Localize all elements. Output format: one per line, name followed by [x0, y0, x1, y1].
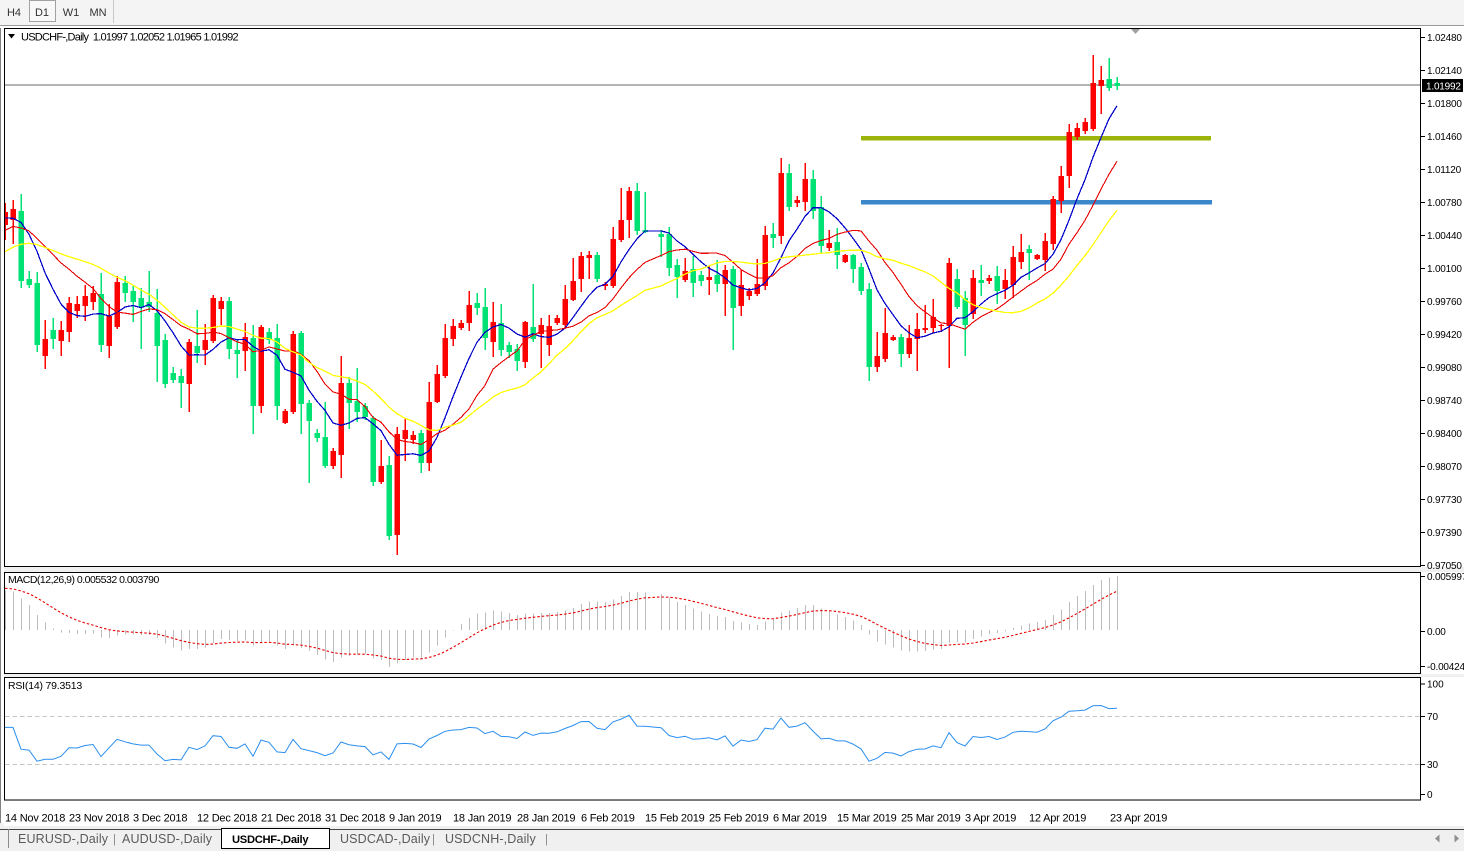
svg-text:0.98070: 0.98070 [1427, 462, 1462, 473]
svg-text:MACD(12,26,9) 0.005532 0.00379: MACD(12,26,9) 0.005532 0.003790 [8, 574, 160, 586]
svg-text:1.02140: 1.02140 [1427, 66, 1462, 77]
svg-text:21 Dec 2018: 21 Dec 2018 [261, 813, 321, 825]
svg-text:1.02480: 1.02480 [1427, 33, 1462, 44]
svg-text:70: 70 [1427, 712, 1439, 723]
svg-text:12 Dec 2018: 12 Dec 2018 [197, 813, 257, 825]
svg-text:0.98400: 0.98400 [1427, 429, 1462, 440]
svg-text:100: 100 [1427, 680, 1444, 691]
svg-text:H4: H4 [7, 7, 21, 19]
svg-text:RSI(14) 79.3513: RSI(14) 79.3513 [8, 680, 82, 692]
svg-text:USDCNH-,Daily: USDCNH-,Daily [445, 832, 536, 846]
svg-text:31 Dec 2018: 31 Dec 2018 [325, 813, 385, 825]
svg-text:15 Mar 2019: 15 Mar 2019 [837, 813, 897, 825]
svg-text:18 Jan 2019: 18 Jan 2019 [453, 813, 511, 825]
svg-text:D1: D1 [35, 7, 49, 19]
svg-text:1.00780: 1.00780 [1427, 198, 1462, 209]
svg-text:1.01460: 1.01460 [1427, 132, 1462, 143]
svg-text:0.00: 0.00 [1427, 627, 1446, 638]
svg-text:|: | [432, 834, 435, 846]
svg-text:0.97730: 0.97730 [1427, 495, 1462, 506]
svg-text:USDCHF-,Daily 1.01997 1.02052: USDCHF-,Daily 1.01997 1.02052 1.01965 1.… [21, 32, 238, 44]
svg-text:14 Nov 2018: 14 Nov 2018 [5, 813, 65, 825]
svg-text:USDCAD-,Daily: USDCAD-,Daily [340, 832, 431, 846]
svg-text:12 Apr 2019: 12 Apr 2019 [1029, 813, 1086, 825]
svg-text:23 Nov 2018: 23 Nov 2018 [69, 813, 129, 825]
svg-text:1.01120: 1.01120 [1427, 165, 1462, 176]
svg-text:0.99420: 0.99420 [1427, 330, 1462, 341]
svg-text:25 Feb 2019: 25 Feb 2019 [709, 813, 769, 825]
svg-text:0: 0 [1427, 790, 1433, 801]
svg-text:AUDUSD-,Daily: AUDUSD-,Daily [122, 832, 213, 846]
svg-text:28 Jan 2019: 28 Jan 2019 [517, 813, 575, 825]
svg-text:EURUSD-,Daily: EURUSD-,Daily [18, 832, 109, 846]
svg-text:1.01800: 1.01800 [1427, 99, 1462, 110]
svg-text:1.01992: 1.01992 [1426, 82, 1461, 93]
svg-text:30: 30 [1427, 760, 1439, 771]
svg-text:3 Apr 2019: 3 Apr 2019 [965, 813, 1016, 825]
svg-text:0.97050: 0.97050 [1427, 561, 1462, 572]
svg-text:USDCHF-,Daily: USDCHF-,Daily [232, 834, 309, 846]
svg-text:25 Mar 2019: 25 Mar 2019 [901, 813, 961, 825]
svg-text:3 Dec 2018: 3 Dec 2018 [133, 813, 187, 825]
svg-text:0.98740: 0.98740 [1427, 396, 1462, 407]
svg-text:0.005997: 0.005997 [1427, 572, 1464, 583]
svg-text:6 Feb 2019: 6 Feb 2019 [581, 813, 635, 825]
svg-text:23 Apr 2019: 23 Apr 2019 [1110, 813, 1167, 825]
svg-text:9 Jan 2019: 9 Jan 2019 [389, 813, 442, 825]
svg-text:-0.004244: -0.004244 [1427, 662, 1464, 673]
svg-text:|: | [545, 834, 548, 846]
svg-text:6 Mar 2019: 6 Mar 2019 [773, 813, 827, 825]
svg-text:|: | [113, 834, 116, 846]
svg-text:15 Feb 2019: 15 Feb 2019 [645, 813, 705, 825]
svg-text:0.99080: 0.99080 [1427, 363, 1462, 374]
svg-text:0.99760: 0.99760 [1427, 297, 1462, 308]
svg-text:0.97390: 0.97390 [1427, 528, 1462, 539]
svg-text:W1: W1 [63, 7, 80, 19]
svg-text:1.00440: 1.00440 [1427, 231, 1462, 242]
svg-text:MN: MN [89, 7, 106, 19]
svg-text:1.00100: 1.00100 [1427, 264, 1462, 275]
